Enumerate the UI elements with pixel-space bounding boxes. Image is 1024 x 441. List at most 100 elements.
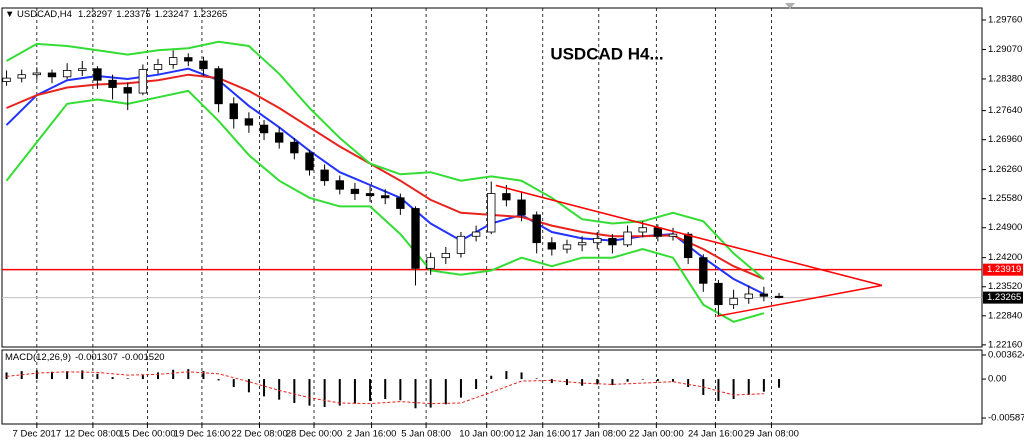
- macd-header: MACD(12,26,9) -0.001307 -0.001520: [5, 352, 165, 363]
- candle-body: [32, 72, 42, 76]
- candle-body: [78, 68, 87, 71]
- macd-bar: [717, 379, 720, 401]
- y-tick-label: 1.24200: [988, 252, 1022, 263]
- candle-body: [229, 103, 238, 120]
- macd-name: MACD(12,26,9): [5, 352, 71, 363]
- indicator-line: [6, 73, 765, 280]
- macd-bar: [444, 379, 447, 405]
- macd-bar: [96, 373, 99, 380]
- macd-bar: [475, 379, 478, 390]
- candle-body: [744, 293, 753, 299]
- indicator-line: [5, 89, 765, 323]
- candle-body: [305, 152, 314, 171]
- level-label-box: [983, 263, 1023, 276]
- y-tick-label: 1.22160: [988, 339, 1022, 350]
- macd-bar: [459, 379, 462, 398]
- macd-panel-frame: [1, 349, 983, 425]
- macd-bar: [141, 375, 144, 380]
- macd-bar: [581, 379, 584, 386]
- y-tick-label: 1.26260: [988, 164, 1022, 175]
- symbol: USDCAD,H4: [17, 9, 72, 20]
- x-tick-label: 22 Jan 00:00: [629, 429, 684, 440]
- macd-bar: [50, 371, 53, 380]
- candle-body: [2, 77, 11, 82]
- macd-bar: [308, 379, 311, 406]
- candle-body: [290, 141, 299, 154]
- macd-bar: [323, 379, 326, 407]
- x-tick-label: 12 Jan 16:00: [515, 429, 570, 440]
- x-tick-label: 24 Jan 16:00: [688, 429, 743, 440]
- x-tick-label: 28 Dec 00:00: [286, 429, 343, 440]
- macd-bar: [399, 379, 402, 401]
- candle-body: [456, 235, 466, 254]
- x-tick-label: 7 Dec 2017: [13, 429, 62, 440]
- candle-body: [426, 257, 435, 269]
- macd-bar: [202, 371, 205, 380]
- macd-bar: [641, 379, 644, 380]
- macd-bar: [111, 377, 114, 380]
- macd-bar: [747, 379, 750, 395]
- macd-bar: [172, 369, 175, 380]
- x-tick-label: 19 Dec 16:00: [174, 429, 231, 440]
- x-tick-label: 22 Dec 08:00: [231, 429, 288, 440]
- y-tick-label: 1.23520: [988, 281, 1022, 292]
- y-tick-label: 1.26960: [988, 134, 1022, 145]
- candle-body: [547, 242, 557, 250]
- candle-body: [168, 57, 178, 65]
- macd-bar: [732, 379, 735, 399]
- y-tick-label: 1.22840: [988, 310, 1022, 321]
- macd-bar: [535, 378, 538, 380]
- macd-bar: [263, 379, 266, 397]
- chart-header: ▼ USDCAD,H4 1.23297 1.23375 1.23247 1.23265: [5, 9, 227, 20]
- level-label: 1.23919: [987, 264, 1021, 275]
- candle-body: [502, 193, 511, 201]
- y-tick-label: 1.29760: [988, 14, 1022, 25]
- macd-bar: [5, 372, 8, 380]
- macd-bar: [520, 372, 523, 380]
- macd-bar: [232, 379, 235, 388]
- x-tick-label: 2 Jan 16:00: [347, 429, 397, 440]
- last-open: 1.23297: [78, 9, 112, 20]
- candle-body: [668, 233, 678, 237]
- candle-body: [593, 238, 602, 244]
- candle-body: [17, 74, 26, 79]
- x-tick-label: 15 Dec 00:00: [119, 429, 176, 440]
- candle-body: [487, 193, 496, 233]
- candle-body: [471, 231, 481, 237]
- macd-bar: [338, 379, 341, 406]
- plot-area: [2, 8, 982, 424]
- y-tick-label: 1.28380: [988, 73, 1022, 84]
- candle-body: [683, 233, 693, 259]
- macd-bar: [293, 379, 296, 403]
- trendline: [495, 184, 883, 287]
- candle-body: [562, 244, 572, 250]
- candle-body: [699, 257, 708, 284]
- macd-bar: [35, 370, 38, 380]
- candle-body: [199, 60, 208, 70]
- macd-bar: [126, 378, 129, 380]
- macd-bar: [611, 379, 614, 386]
- candle-body: [396, 197, 405, 209]
- candle-body: [532, 214, 541, 244]
- macd-bar: [247, 379, 250, 393]
- macd-bar: [187, 369, 190, 380]
- macd-bar: [490, 375, 493, 380]
- macd-bar: [565, 379, 568, 386]
- candle-body: [381, 195, 390, 199]
- candle-body: [638, 227, 647, 233]
- candle-body: [123, 87, 132, 94]
- candle-body: [214, 68, 223, 105]
- y-tick-label: 0.00: [988, 374, 1007, 385]
- x-tick-label: 5 Jan 08:00: [401, 429, 451, 440]
- candle-body: [335, 180, 344, 190]
- candle-body: [517, 199, 526, 216]
- candle-body: [365, 193, 375, 197]
- macd-bar: [778, 379, 781, 388]
- candle-body: [714, 282, 723, 306]
- x-tick-label: 12 Dec 08:00: [65, 429, 122, 440]
- candle-body: [441, 252, 450, 259]
- macd-bar: [626, 379, 629, 382]
